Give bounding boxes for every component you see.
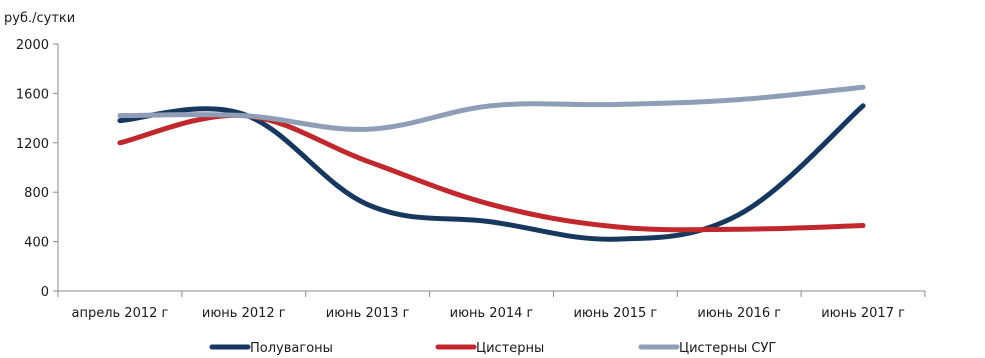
legend-label-1: Цистерны (476, 341, 544, 356)
x-tick-label: июнь 2015 г (573, 306, 657, 321)
y-tick-label: 1600 (16, 87, 49, 102)
series-line-1 (117, 112, 866, 233)
legend: Полувагоны Цистерны Цистерны СУГ (209, 341, 776, 356)
x-tick-label: июнь 2016 г (697, 306, 781, 321)
series-line-0 (117, 103, 866, 242)
x-tick-label: июнь 2013 г (326, 306, 410, 321)
legend-label-0: Полувагоны (250, 341, 333, 356)
y-tick-label: 2000 (16, 38, 49, 53)
y-axis: 0 400 800 1200 1600 2000 (16, 38, 59, 300)
y-tick-label: 1200 (16, 137, 49, 152)
legend-label-2: Цистерны СУГ (679, 341, 776, 356)
y-tick-label: 400 (24, 236, 49, 251)
series-lines (117, 84, 866, 242)
y-tick-label: 800 (24, 186, 49, 201)
y-tick-label: 0 (41, 285, 49, 300)
x-tick-label: июнь 2017 г (821, 306, 905, 321)
x-tick-label: апрель 2012 г (71, 306, 168, 321)
series-line-2 (117, 84, 866, 132)
x-tick-label: июнь 2012 г (202, 306, 286, 321)
y-axis-unit-label: руб./сутки (4, 11, 75, 26)
x-tick-label: июнь 2014 г (450, 306, 534, 321)
x-axis: апрель 2012 г июнь 2012 г июнь 2013 г июнь … (57, 290, 926, 321)
